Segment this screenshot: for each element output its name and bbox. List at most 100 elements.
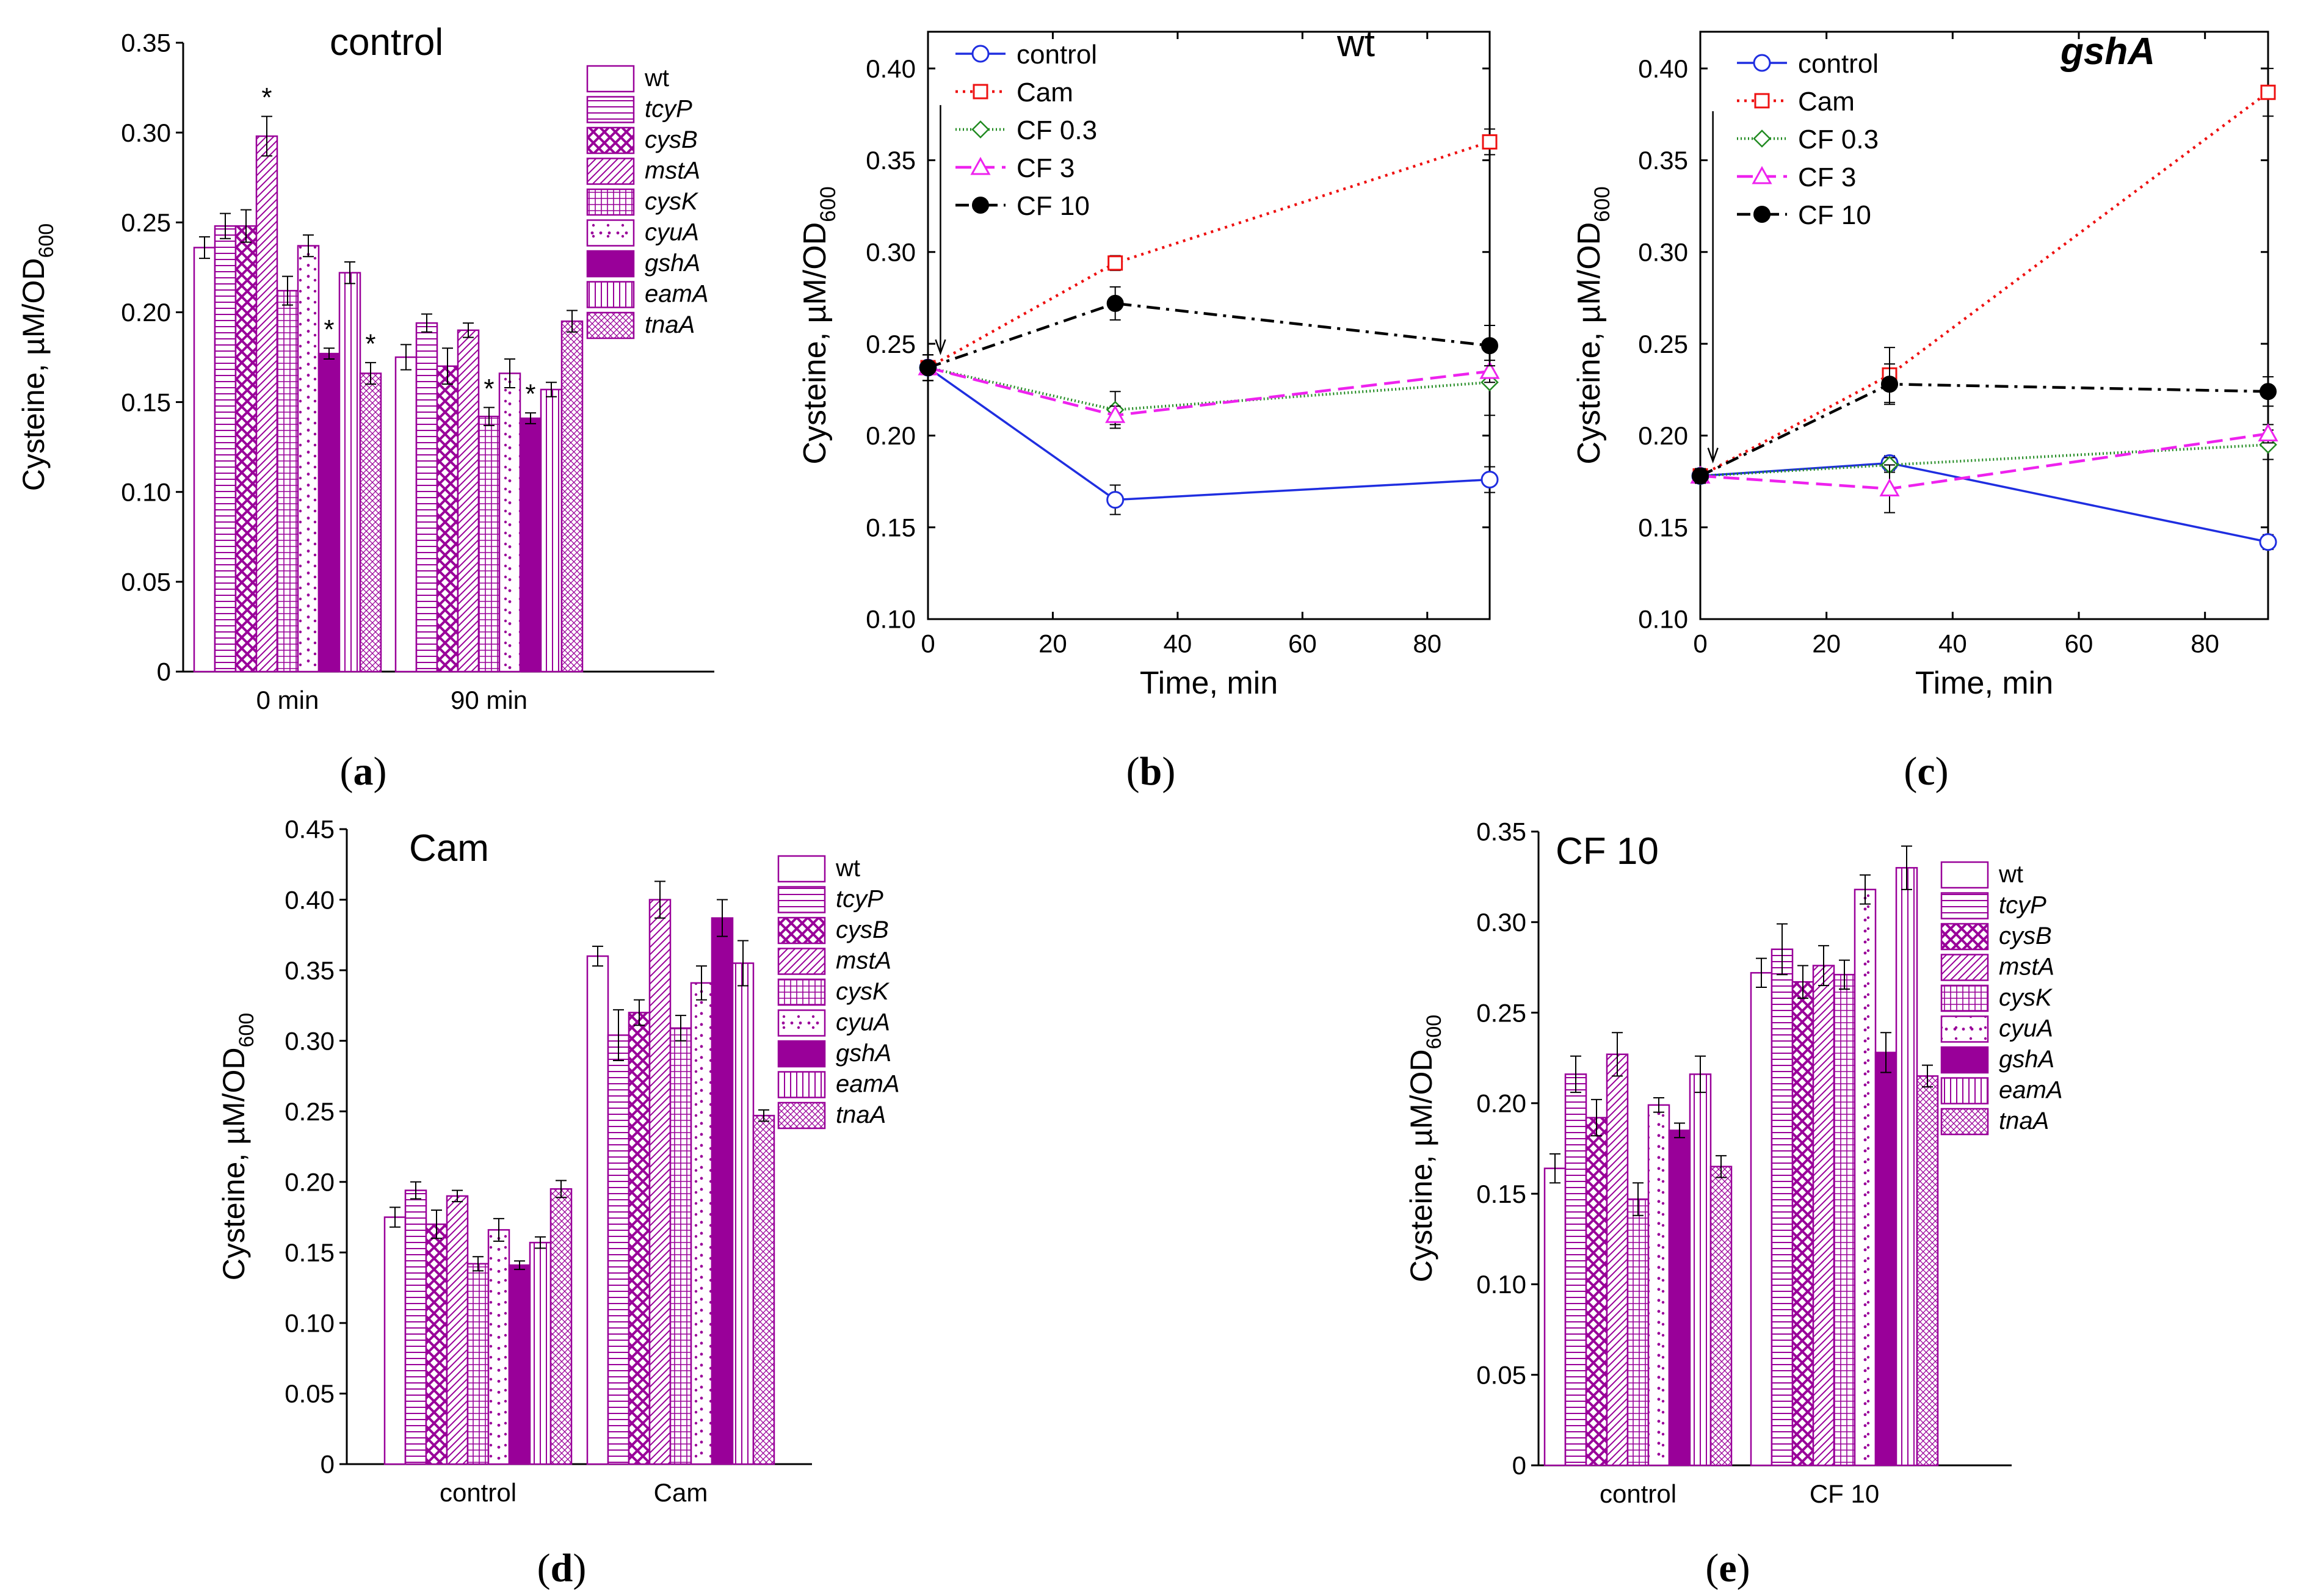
legend-label: cysB xyxy=(836,916,889,943)
bar-dot xyxy=(306,473,310,476)
bar-dot xyxy=(700,1034,703,1037)
bar-dot xyxy=(1863,907,1867,911)
bar-dot xyxy=(700,1363,703,1367)
bar-dot xyxy=(306,528,310,531)
bar-dot xyxy=(1863,1182,1867,1186)
bar-cysB-1 xyxy=(436,365,459,673)
bar-dot xyxy=(306,593,310,597)
legend-dot xyxy=(807,1021,811,1025)
chart-e: 0 0.05 0.10 0.15 0.20 0.25 0.30 0.35 Cysteine, µ… xyxy=(1404,818,2063,1508)
x-tick-label: 60 xyxy=(2065,629,2093,658)
legend-label: eamA xyxy=(645,280,709,307)
legend-label: wt xyxy=(644,65,669,92)
bar-tnaA-1 xyxy=(1916,1075,1939,1467)
legend-swatch-cysK xyxy=(777,978,826,1006)
point-cf10-2 xyxy=(1481,337,1498,355)
point-cam-2 xyxy=(2260,84,2276,100)
legend-dot xyxy=(799,1021,802,1025)
bar-dot xyxy=(700,1078,703,1081)
bar-eamA-0 xyxy=(529,1241,552,1465)
bar-dot xyxy=(700,1155,703,1158)
bar-mstA-1 xyxy=(457,329,480,673)
bar-dot xyxy=(1657,1343,1661,1346)
panel-label-letter: e xyxy=(1719,1546,1736,1591)
legend-label: CF 3 xyxy=(1798,162,1856,192)
chart-c: 0.10 0.15 0.20 0.25 0.30 0.35 0.40 0 20 40 60 80 Tim… xyxy=(1571,31,2278,701)
bar-tcyP-0 xyxy=(1564,1073,1587,1467)
bar-dot xyxy=(497,1291,501,1295)
plot-frame xyxy=(1699,31,2269,620)
bar-dot xyxy=(306,308,310,311)
y-axis-label-subscript: 600 xyxy=(35,223,58,258)
legend-marker-cf3 xyxy=(1752,165,1772,184)
y-tick-label: 0.35 xyxy=(1476,818,1526,846)
bar-dot xyxy=(1863,1193,1867,1197)
bar-dot xyxy=(508,402,512,405)
y-tick-label: 0.40 xyxy=(1638,54,1688,83)
y-axis-label-text: Cysteine, µM/OD xyxy=(16,258,51,491)
legend-swatch-mstA xyxy=(1940,954,1989,981)
bar-tcyP-0 xyxy=(404,1189,427,1465)
bar-dot xyxy=(700,1122,703,1125)
bar-dot xyxy=(508,589,512,592)
point-cf3-1 xyxy=(1879,478,1900,497)
point-cf3-2 xyxy=(1479,361,1500,379)
panel-label-paren: ) xyxy=(573,1546,586,1591)
x-tick-label: CF 10 xyxy=(1810,1479,1879,1508)
bar-dot xyxy=(508,479,512,482)
bar-mstA-0 xyxy=(1606,1053,1629,1467)
bar-dot xyxy=(1657,1288,1661,1291)
legend-swatch-cysK xyxy=(586,188,635,216)
bar-dot xyxy=(700,1144,703,1147)
y-tick-label: 0.05 xyxy=(1476,1360,1526,1389)
series-line-cam xyxy=(927,140,1490,369)
bar-dot xyxy=(700,1418,703,1422)
bar-dot xyxy=(1657,1266,1661,1269)
bar-dot xyxy=(1657,1134,1661,1137)
y-axis-label-subscript: 600 xyxy=(235,1013,258,1048)
bar-dot xyxy=(700,1210,703,1213)
legend-dot xyxy=(1953,1028,1957,1031)
bar-dot xyxy=(1863,1391,1867,1395)
bar-cysB-0 xyxy=(1585,1117,1608,1467)
bar-cysB-1 xyxy=(1791,981,1814,1467)
bar-tnaA-0 xyxy=(359,372,382,673)
legend-label: gshA xyxy=(1999,1046,2054,1073)
y-tick-label: 0.25 xyxy=(1476,998,1526,1027)
panel-label-0: (a) xyxy=(340,749,387,794)
panel-label-paren: ) xyxy=(1162,749,1175,794)
series-line-cam xyxy=(1699,91,2269,477)
bar-dot xyxy=(306,451,310,454)
panel-label-paren: ( xyxy=(537,1546,551,1591)
legend-dot xyxy=(599,231,603,234)
x-tick-label: 90 min xyxy=(451,686,527,714)
bar-dot xyxy=(700,1385,703,1389)
bar-dot xyxy=(700,1166,703,1169)
bar-dot xyxy=(508,567,512,570)
bar-dot xyxy=(700,1264,703,1268)
bar-dot xyxy=(306,571,310,575)
bar-eamA-1 xyxy=(731,962,755,1465)
arrow-head xyxy=(1707,448,1719,464)
bar-dot xyxy=(1863,929,1867,933)
y-tick-label: 0.15 xyxy=(285,1238,335,1267)
bar-dot xyxy=(1657,1244,1661,1247)
bar-dot xyxy=(497,1258,501,1262)
bar-dot xyxy=(508,435,512,438)
legend-dot xyxy=(1979,1028,1982,1031)
bar-dot xyxy=(1657,1409,1661,1412)
bar-dot xyxy=(700,1330,703,1334)
bar-dot xyxy=(1863,1094,1867,1098)
series-line-control xyxy=(927,366,1490,501)
legend-dot xyxy=(616,231,620,234)
y-tick-label: 0.25 xyxy=(121,208,171,237)
bar-dot xyxy=(306,648,310,651)
y-tick-label: 0 xyxy=(321,1450,335,1479)
bar-dot xyxy=(306,275,310,278)
bar-dot xyxy=(306,385,310,388)
legend-label: gshA xyxy=(836,1040,891,1067)
bar-dot xyxy=(1657,1310,1661,1313)
bar-dot xyxy=(508,578,512,581)
y-tick-label: 0.10 xyxy=(1638,605,1688,634)
legend-dot xyxy=(816,1021,819,1025)
